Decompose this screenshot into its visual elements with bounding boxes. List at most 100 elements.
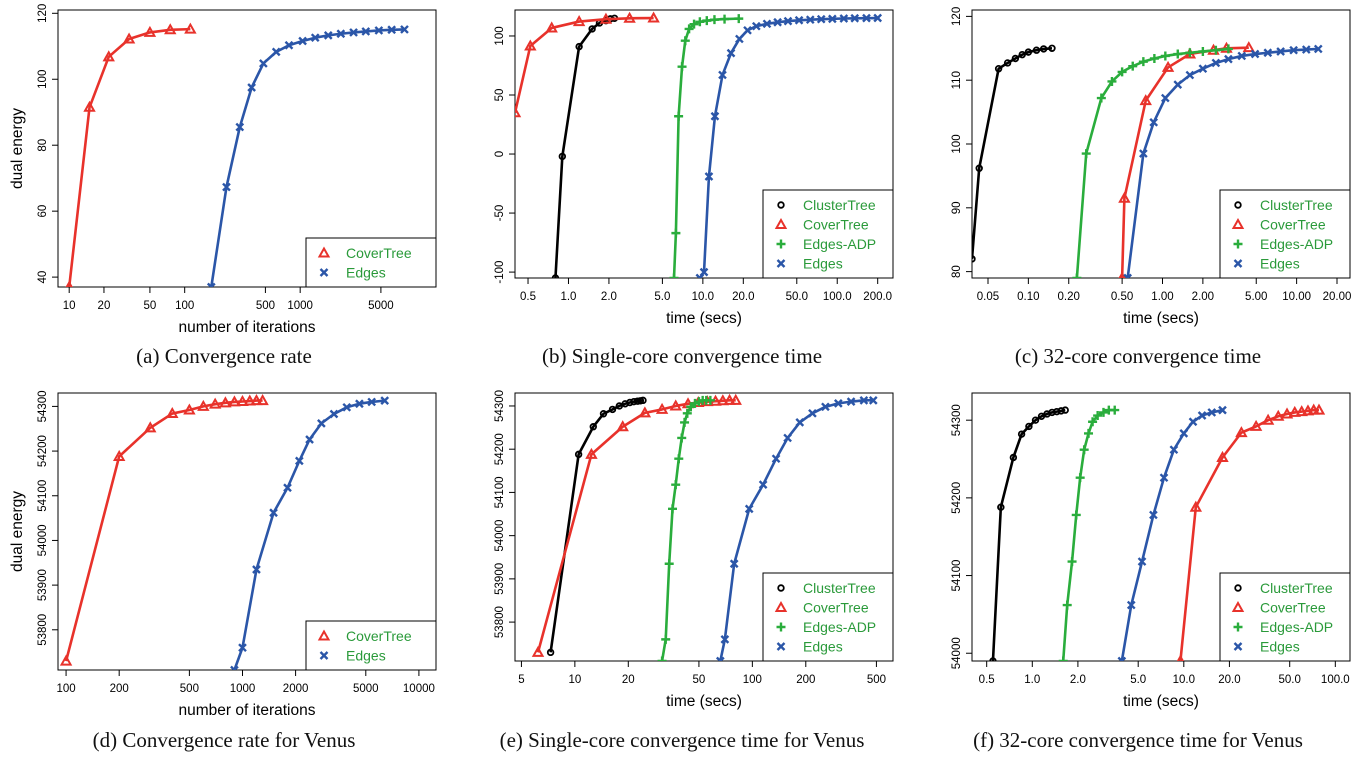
- data-point-edges: [1149, 510, 1158, 520]
- data-point-edges-adp: [1128, 61, 1138, 71]
- data-point-edges: [259, 59, 268, 68]
- data-point-edges: [298, 36, 307, 46]
- data-point-edges-adp: [669, 273, 679, 278]
- data-point-edges: [1126, 600, 1136, 610]
- legend-label: CoverTree: [346, 245, 412, 261]
- legend-marker-clustertree: [1234, 201, 1242, 209]
- data-point-edges: [284, 40, 294, 50]
- data-point-covertree: [599, 12, 613, 24]
- data-point-covertree: [1295, 405, 1308, 417]
- data-point-edges: [222, 182, 231, 192]
- x-tick-label: 2.0: [601, 291, 617, 303]
- data-point-edges-adp: [668, 504, 678, 514]
- data-point-covertree: [65, 280, 73, 287]
- series-line-clustertree: [549, 399, 644, 653]
- data-point-edges-adp: [702, 16, 712, 26]
- plot-frame: [971, 392, 1351, 662]
- x-tick-label: 1.00: [1151, 291, 1173, 303]
- data-point-covertree: [647, 11, 660, 23]
- data-point-covertree: [164, 23, 177, 35]
- data-point-covertree: [638, 406, 652, 418]
- x-tick-label: 20: [98, 300, 111, 312]
- data-point-edges: [1160, 93, 1170, 103]
- data-point-edges: [283, 483, 292, 493]
- data-point-edges-adp: [671, 480, 681, 490]
- legend-label: CoverTree: [803, 217, 869, 233]
- legend-box: [305, 620, 437, 671]
- data-point-edges: [850, 13, 860, 23]
- y-tick-label: 0: [494, 151, 506, 157]
- data-point-edges: [762, 19, 772, 29]
- y-tick-label: 53800: [494, 606, 506, 638]
- data-point-edges-adp: [677, 433, 687, 443]
- y-tick-label: 54000: [951, 637, 963, 669]
- y-tick-label: 54000: [494, 520, 506, 552]
- legend-label: Edges: [346, 648, 386, 664]
- data-point-edges: [1149, 117, 1159, 127]
- series-line-edges-adp: [660, 399, 711, 661]
- data-point-edges-adp: [1107, 76, 1117, 86]
- data-point-edges-adp: [1098, 407, 1108, 417]
- data-point-covertree: [112, 449, 126, 461]
- data-point-edges: [718, 70, 727, 80]
- data-point-clustertree: [994, 65, 1003, 73]
- y-tick-label: 53900: [494, 563, 506, 595]
- data-point-edges: [715, 656, 725, 661]
- legend: ClusterTree CoverTree Edges-ADP Edges: [1219, 189, 1351, 279]
- data-point-covertree: [1176, 654, 1185, 661]
- x-tick-label: 0.05: [977, 291, 999, 303]
- data-point-edges-adp: [689, 19, 699, 29]
- data-point-edges-adp: [1173, 49, 1183, 59]
- series-line-edges-adp: [1061, 408, 1115, 661]
- series-line-covertree: [536, 399, 736, 653]
- legend-label: Edges-ADP: [803, 619, 876, 635]
- data-point-edges-adp: [1185, 48, 1195, 58]
- series-layer: [531, 393, 878, 661]
- data-point-clustertree: [989, 657, 997, 661]
- data-point-covertree: [545, 21, 558, 33]
- y-tick-label: 54100: [494, 476, 506, 508]
- data-point-edges: [400, 25, 409, 34]
- data-point-edges: [795, 418, 805, 427]
- x-tick-label: 1000: [287, 300, 313, 312]
- x-axis-label: time (secs): [666, 693, 742, 710]
- data-point-edges: [1289, 45, 1298, 55]
- data-point-clustertree: [599, 410, 608, 418]
- data-point-covertree: [1189, 500, 1203, 512]
- series-layer: [989, 403, 1326, 661]
- x-tick-label: 500: [867, 674, 886, 686]
- y-tick-label: 80: [37, 139, 49, 152]
- data-point-edges-adp: [1223, 44, 1233, 54]
- y-tick-label: 40: [37, 271, 49, 284]
- x-tick-label: 2000: [283, 683, 309, 695]
- data-point-clustertree: [1009, 453, 1018, 462]
- x-tick-label: 50: [144, 300, 157, 312]
- data-point-edges: [710, 111, 720, 121]
- data-point-edges-adp: [1117, 67, 1127, 77]
- data-point-edges: [743, 25, 752, 35]
- x-axis-label: time (secs): [1123, 310, 1199, 327]
- data-point-edges: [1123, 273, 1133, 278]
- data-point-edges: [794, 15, 804, 25]
- data-point-edges-adp: [1062, 600, 1072, 610]
- data-point-edges: [323, 31, 333, 40]
- legend-label: CoverTree: [346, 628, 412, 644]
- series-line-edges: [210, 28, 405, 287]
- caption-e: (e) Single-core convergence time for Ven…: [499, 728, 865, 752]
- legend-label: CoverTree: [1260, 217, 1326, 233]
- x-tick-label: 200: [110, 683, 129, 695]
- legend-marker-covertree: [774, 600, 788, 612]
- y-tick-label: 120: [37, 4, 49, 23]
- data-point-edges-adp: [657, 656, 667, 661]
- data-point-edges: [252, 565, 261, 574]
- y-axis-label: dual energy: [9, 108, 26, 189]
- y-tick-label: 54200: [494, 433, 506, 465]
- legend-label: Edges-ADP: [803, 236, 876, 252]
- data-point-edges: [758, 480, 768, 489]
- data-point-edges: [751, 21, 761, 31]
- data-point-covertree: [1261, 413, 1275, 425]
- x-tick-label: 0.10: [1017, 291, 1039, 303]
- data-point-covertree: [572, 15, 586, 27]
- plot-frame: [57, 9, 437, 288]
- data-point-clustertree: [972, 255, 976, 263]
